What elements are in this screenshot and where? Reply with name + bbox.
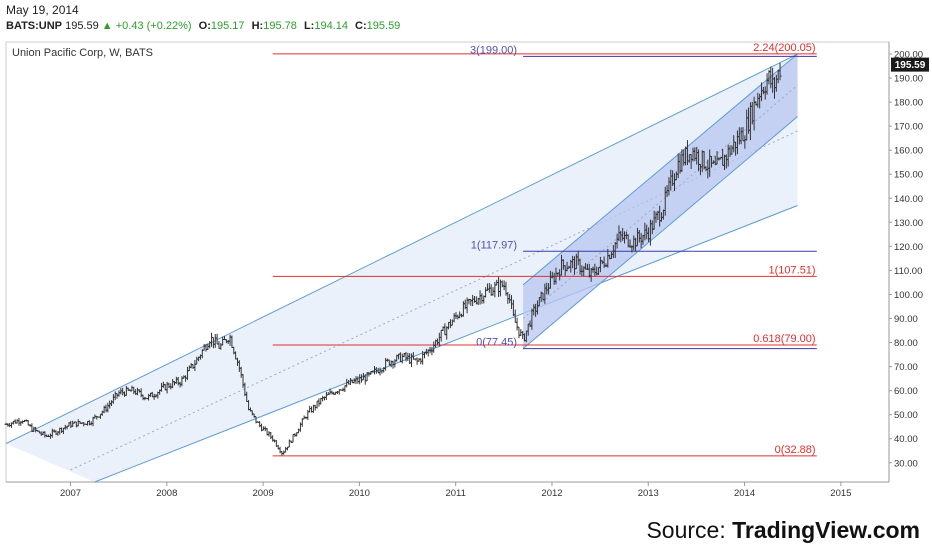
ohlc-bar [297,428,301,434]
y-tick-label: 30.00 [894,458,918,469]
ohlc-bar [19,420,23,426]
y-tick-label: 90.00 [894,314,918,325]
channel-group [5,53,798,483]
close-value: 195.59 [366,20,401,32]
channel-outer-fill [6,54,798,483]
last-price-tag-bg [891,57,929,72]
ohlc-bar [317,398,321,407]
y-tick-label: 60.00 [894,386,918,397]
chart-title: Union Pacific Corp, W, BATS [12,47,153,59]
y-tick-label: 180.00 [894,98,923,109]
ohlc-bar [298,422,302,432]
y-tick-label: 50.00 [894,410,918,421]
last-price-tag-label: 195.59 [895,60,926,71]
fib-red-level-label: 0.618(79.00) [753,333,815,345]
ohlc-readout: BATS:UNP 195.59 ▲ +0.43 (+0.22%) O:195.1… [6,20,400,32]
source-prefix: Source: [646,517,726,543]
open-value: 195.17 [210,20,245,32]
y-tick-label: 140.00 [894,194,923,205]
ohlc-bar [258,421,262,428]
y-tick-label: 200.00 [894,50,923,61]
ohlc-bar [15,419,19,424]
y-tick-label: 70.00 [894,362,918,373]
ohlc-bar [315,400,319,409]
chart-date: May 19, 2014 [6,3,79,17]
x-tick-label: 2010 [349,488,370,499]
price-change: +0.43 (+0.22%) [115,20,192,32]
y-tick-label: 110.00 [894,266,922,277]
fib-red-level-label: 0(32.88) [775,444,816,456]
fib-blue-level-label: 0(77.45) [476,337,517,349]
ohlc-bar [343,385,347,393]
low-value: 194.14 [314,20,348,32]
x-axis: 2007 2008 2009 2010 2011 2012 2013 2014 2015 [60,482,851,499]
fibonacci-group: 2.24(200.05) 1(107.51) 0.618(79.00) 0(32.88… [272,42,817,457]
y-tick-label: 130.00 [894,218,923,229]
y-tick-label: 170.00 [894,122,923,133]
ohlc-bar [8,422,12,428]
change-arrow-icon: ▲ [101,20,113,32]
close-label: C: [355,20,367,32]
channel-outer-line-1 [5,53,798,444]
ohlc-bar [326,391,330,396]
source-brand: TradingView.com [732,517,920,543]
last-price: 195.59 [65,20,99,32]
fib-red-level-label: 2.24(200.05) [753,42,815,54]
channel-inner-line-1 [522,53,798,286]
y-tick-label: 190.00 [894,74,923,85]
ohlc-bar [324,391,328,400]
y-tick-label: 120.00 [894,242,923,253]
low-label: L: [303,20,315,32]
y-tick-label: 80.00 [894,338,918,349]
x-tick-label: 2012 [541,488,562,499]
ohlc-bar [417,358,421,362]
fib-blue-level-label: 3(199.00) [470,44,517,56]
ohlc-bar [330,390,334,395]
ohlc-bar [321,395,325,402]
fib-blue-level-label: 1(117.97) [471,239,517,251]
ohlc-bar [778,63,782,81]
high-label: H: [251,20,264,32]
high-value: 195.78 [263,20,297,32]
y-axis: 30.00 40.00 50.00 60.00 70.00 80.00 90.00 100.0… [889,50,923,469]
y-tick-label: 160.00 [894,146,923,157]
x-tick-label: 2015 [830,488,851,499]
channel-inner-line-2 [522,116,798,350]
ohlc-bar [269,431,273,440]
channel-outer-midline [70,130,798,471]
x-tick-label: 2008 [156,488,177,499]
ohlc-bar [284,446,288,453]
ohlc-bar [17,418,21,426]
source-credit: Source: TradingView.com [646,517,920,544]
y-tick-label: 40.00 [894,434,918,445]
open-label: O: [198,20,211,32]
ohlc-bar [291,434,295,443]
ohlc-bar [515,317,519,331]
ohlc-bar [308,405,312,413]
price-bars [4,63,782,456]
ohlc-bar [267,431,271,437]
symbol-label: BATS:UNP [6,20,63,32]
x-tick-label: 2014 [734,488,755,499]
x-tick-label: 2011 [445,488,465,499]
x-tick-label: 2013 [638,488,659,499]
x-tick-label: 2007 [60,488,81,499]
y-tick-label: 100.00 [894,290,923,301]
ohlc-bar [335,390,339,395]
fib-red-level-label: 1(107.51) [769,264,816,276]
ohlc-bar [282,450,286,455]
last-price-tag: 195.59 [891,57,929,72]
x-tick-label: 2009 [253,488,274,499]
ohlc-bar [517,326,521,339]
y-tick-label: 150.00 [894,170,923,181]
